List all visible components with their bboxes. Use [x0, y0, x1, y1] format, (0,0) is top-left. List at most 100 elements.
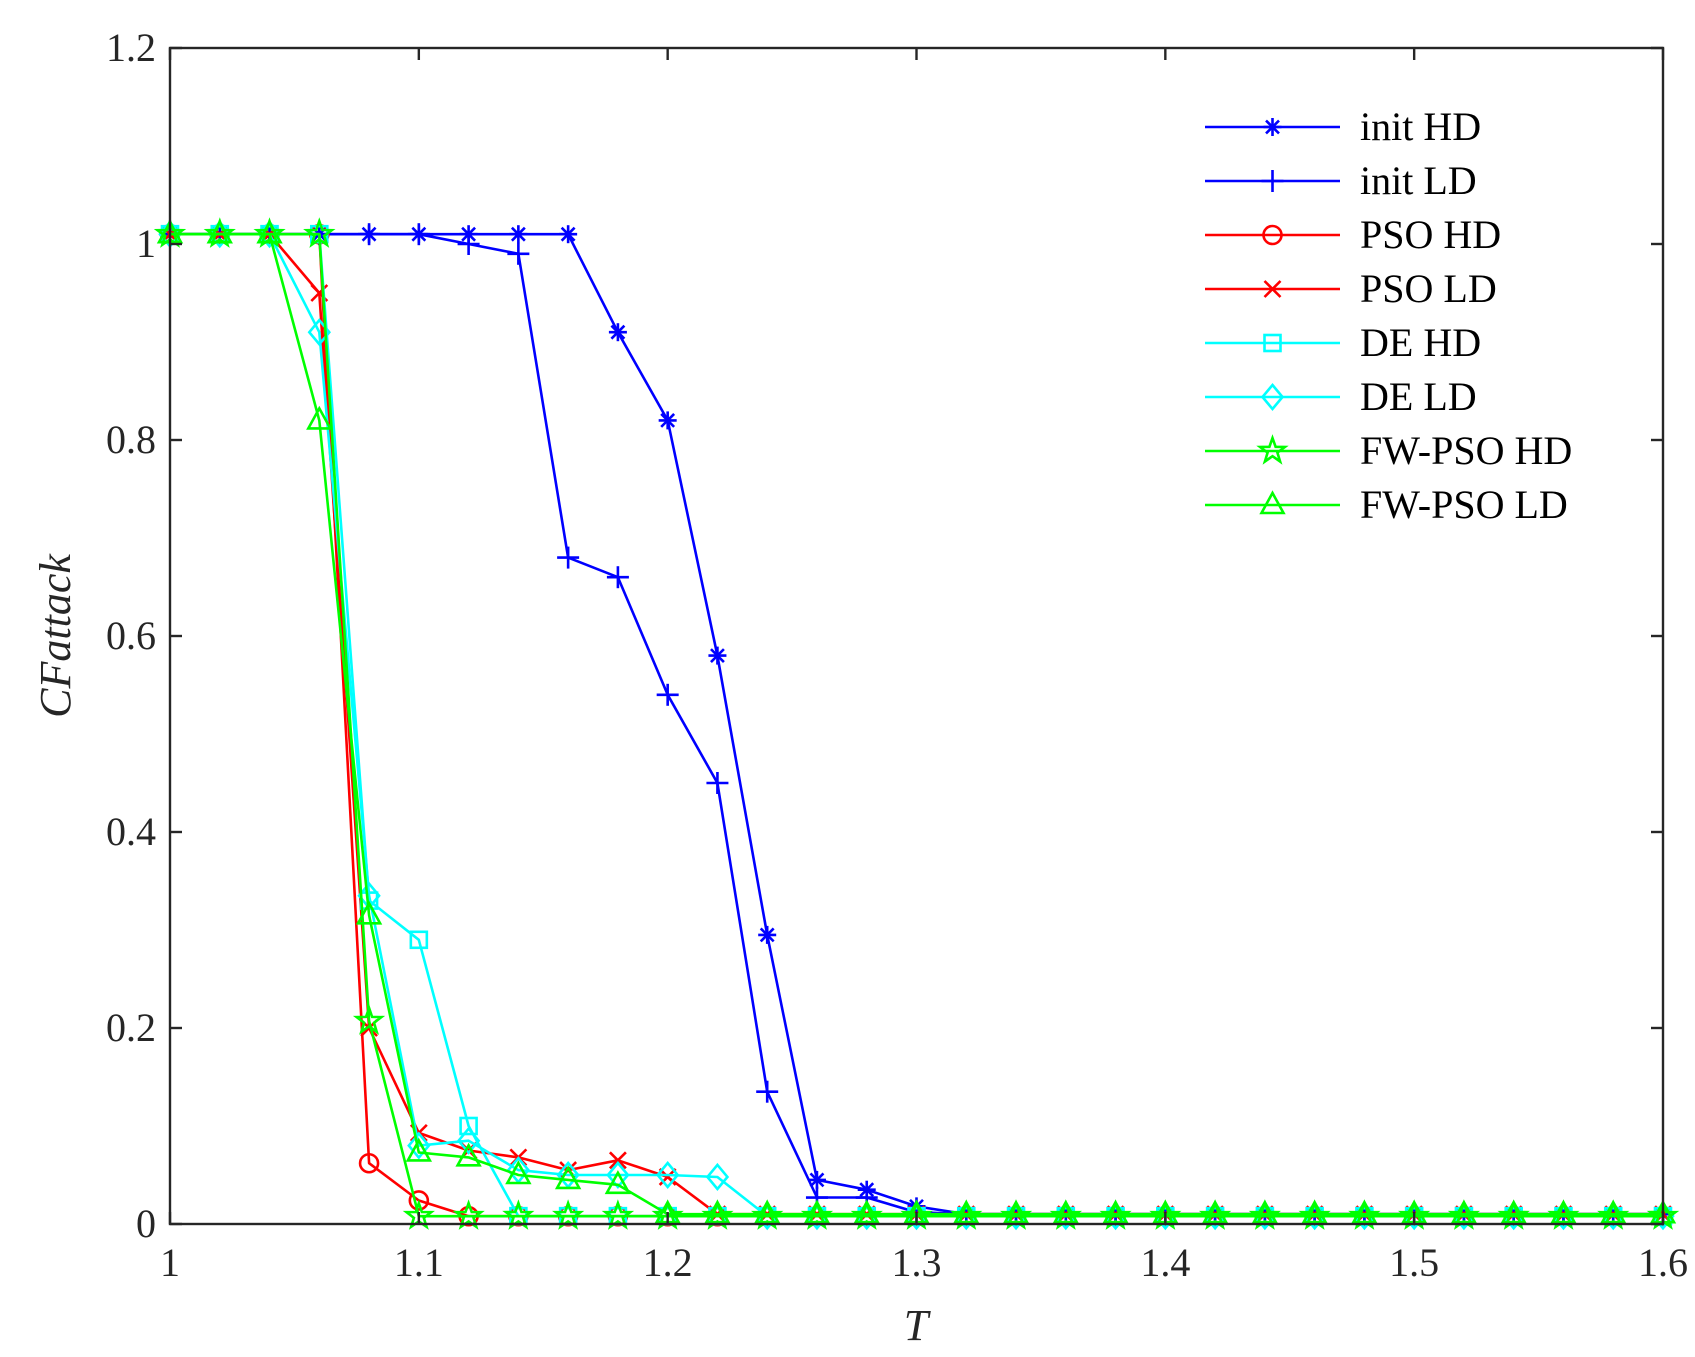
data-point-init-hd — [807, 1170, 826, 1189]
legend-marker — [1256, 434, 1289, 465]
legend-label: init HD — [1360, 104, 1481, 149]
data-point-init-hd — [608, 323, 627, 342]
data-point-pso-hd — [408, 1190, 430, 1211]
data-point-fw-pso-ld — [1301, 1199, 1328, 1224]
data-point-pso-ld — [608, 1151, 627, 1170]
y-tick-label: 0 — [136, 1201, 156, 1246]
legend-marker — [1263, 118, 1282, 136]
data-point-init-ld — [457, 233, 480, 255]
data-point-fw-pso-ld — [953, 1199, 980, 1224]
x-tick-label: 1.3 — [892, 1240, 942, 1285]
y-tick-label: 0.8 — [106, 417, 156, 462]
legend-label: FW-PSO LD — [1360, 482, 1568, 527]
data-point-init-ld — [407, 223, 430, 246]
legend-label: init LD — [1360, 158, 1477, 203]
data-point-de-hd — [409, 930, 429, 950]
data-point-init-ld — [706, 772, 729, 794]
data-point-fw-pso-ld — [803, 1199, 831, 1224]
data-point-de-ld — [606, 1160, 630, 1190]
data-point-fw-pso-ld — [256, 219, 283, 244]
data-point-de-hd — [459, 1116, 478, 1136]
x-tick-label: 1.2 — [643, 1240, 693, 1285]
data-point-fw-pso-ld — [1002, 1199, 1030, 1224]
data-point-init-hd — [708, 646, 727, 665]
data-point-fw-pso-hd — [452, 1199, 485, 1230]
legend-item-de-ld: DE LD — [1205, 374, 1477, 419]
data-point-init-ld — [656, 683, 679, 706]
data-point-de-ld — [407, 1131, 431, 1160]
legend-item-pso-hd: PSO HD — [1205, 212, 1501, 257]
legend-item-pso-ld: PSO LD — [1205, 266, 1497, 311]
data-point-init-hd — [658, 411, 677, 430]
data-point-fw-pso-ld — [704, 1199, 731, 1224]
data-point-fw-pso-ld — [1351, 1199, 1378, 1224]
legend-label: DE LD — [1360, 374, 1477, 419]
data-point-fw-pso-ld — [554, 1165, 582, 1190]
legend-item-fw-pso-ld: FW-PSO LD — [1205, 482, 1568, 527]
y-tick-label: 1 — [136, 221, 156, 266]
x-tick-label: 1 — [160, 1240, 180, 1285]
data-point-fw-pso-ld — [206, 219, 233, 244]
data-point-fw-pso-hd — [352, 1004, 386, 1035]
legend-item-fw-pso-hd: FW-PSO HD — [1205, 428, 1572, 473]
data-point-init-hd — [509, 225, 528, 244]
data-point-fw-pso-ld — [355, 900, 383, 925]
y-tick-label: 0.4 — [106, 809, 156, 854]
x-tick-label: 1.5 — [1389, 1240, 1439, 1285]
legend-marker — [1263, 280, 1282, 298]
data-point-de-ld — [655, 1160, 680, 1190]
y-axis-title: CFattack — [31, 553, 80, 718]
x-tick-label: 1.6 — [1638, 1240, 1688, 1285]
data-point-init-ld — [557, 546, 580, 569]
data-point-fw-pso-ld — [306, 405, 333, 430]
data-point-init-ld — [507, 242, 530, 265]
legend-item-init-hd: init HD — [1205, 104, 1481, 149]
legend-marker — [1261, 170, 1284, 192]
data-point-fw-pso-ld — [1550, 1199, 1577, 1224]
data-point-fw-pso-hd — [552, 1199, 585, 1230]
data-point-fw-pso-ld — [1600, 1199, 1627, 1224]
data-point-fw-pso-ld — [1450, 1199, 1478, 1224]
legend-label: PSO LD — [1360, 266, 1497, 311]
legend-marker — [1259, 490, 1286, 515]
data-point-fw-pso-ld — [1251, 1199, 1279, 1224]
data-point-fw-pso-ld — [853, 1199, 880, 1224]
data-point-fw-pso-ld — [405, 1137, 433, 1162]
y-tick-label: 0.6 — [106, 613, 156, 658]
data-point-fw-pso-hd — [502, 1199, 535, 1230]
data-point-fw-pso-ld — [455, 1142, 482, 1167]
legend-marker — [1262, 224, 1283, 246]
data-point-fw-pso-ld — [1102, 1199, 1129, 1224]
x-axis-title: T — [904, 1301, 932, 1350]
data-point-de-ld — [456, 1126, 481, 1155]
data-point-init-ld — [756, 1080, 779, 1103]
data-point-fw-pso-ld — [604, 1170, 632, 1195]
data-point-fw-pso-ld — [754, 1199, 781, 1224]
legend-label: FW-PSO HD — [1360, 428, 1572, 473]
y-tick-label: 0.2 — [106, 1005, 156, 1050]
data-point-pso-hd — [358, 1152, 380, 1174]
x-tick-label: 1.1 — [394, 1240, 444, 1285]
data-point-init-hd — [559, 225, 578, 244]
axes-layer: 1 1.1 1.2 1.3 1.4 1.5 1.6 0 0.2 0.4 0.6 0.8 1 1.2 — [106, 25, 1688, 1285]
legend-label: DE HD — [1360, 320, 1481, 365]
legend-label: PSO HD — [1360, 212, 1501, 257]
data-point-fw-pso-ld — [1201, 1199, 1229, 1224]
data-point-fw-pso-hd — [303, 217, 336, 248]
data-point-fw-pso-ld — [505, 1160, 532, 1185]
data-point-fw-pso-hd — [253, 217, 286, 248]
legend-marker — [1260, 382, 1285, 412]
data-point-fw-pso-hd — [203, 217, 236, 248]
y-tick-label: 1.2 — [106, 25, 156, 70]
legend-item-init-ld: init LD — [1205, 158, 1477, 203]
legend-item-de-hd: DE HD — [1205, 320, 1481, 365]
data-point-init-hd — [758, 925, 777, 944]
legend: init HD init LD PSO HD PSO LD DE HD DE LD FW-P… — [1205, 104, 1572, 527]
legend-marker — [1263, 333, 1282, 353]
x-tick-label: 1.4 — [1140, 1240, 1190, 1285]
data-point-init-ld — [358, 223, 381, 246]
data-point-init-ld — [606, 566, 629, 589]
data-point-fw-pso-ld — [1052, 1199, 1079, 1224]
data-point-fw-pso-hd — [601, 1199, 635, 1230]
